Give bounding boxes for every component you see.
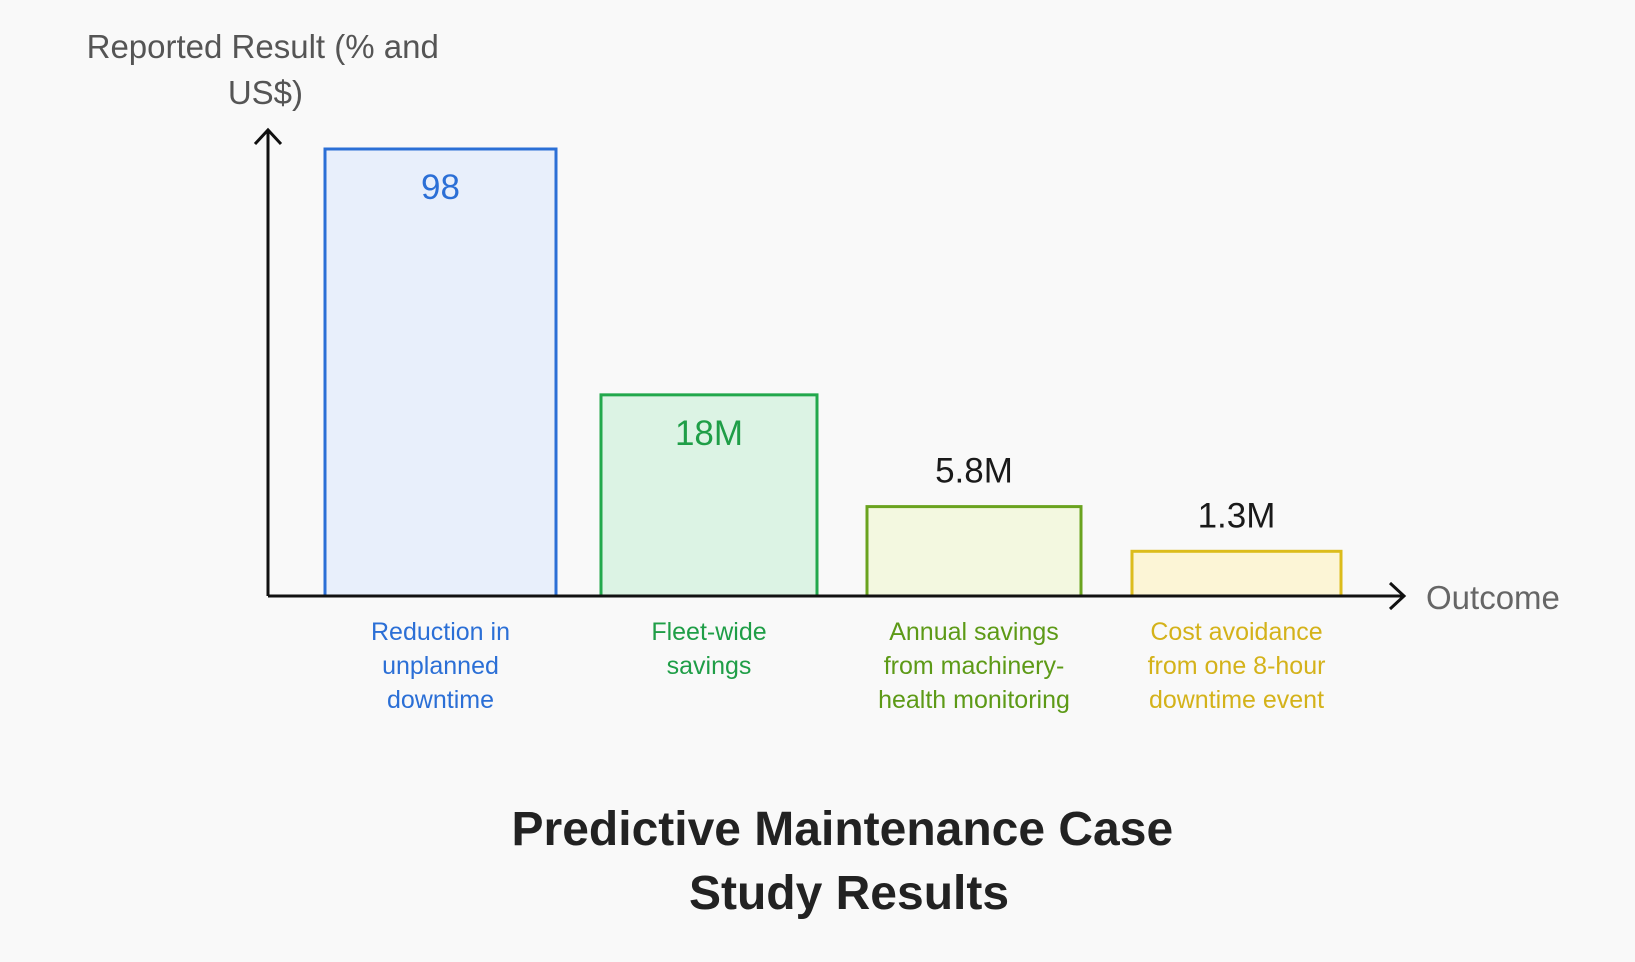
chart-title-line: Predictive Maintenance Case	[512, 803, 1174, 856]
value-labels-group: 98 18M 5.8M 1.3M	[421, 168, 1275, 535]
bar-value-label: 98	[421, 168, 460, 207]
category-label-line: Fleet-wide	[651, 618, 766, 646]
category-label: Fleet-wide savings	[651, 618, 766, 680]
bar-value-label: 5.8M	[935, 452, 1013, 491]
category-label: Cost avoidance from one 8-hour downtime ev…	[1148, 618, 1326, 714]
bar	[865, 505, 1083, 598]
category-labels-group: Reduction in unplanned downtime Fleet-wide s…	[371, 618, 1325, 714]
y-axis-arrowhead	[253, 127, 283, 146]
bar	[323, 147, 558, 598]
category-label-line: Annual savings	[889, 618, 1059, 646]
category-label-line: from one 8-hour	[1148, 652, 1326, 680]
chart-title-line: Study Results	[689, 867, 1009, 920]
bar	[599, 393, 819, 598]
category-label-line: savings	[667, 652, 752, 680]
x-axis-label: Outcome	[1426, 579, 1560, 616]
x-axis-arrowhead	[1388, 581, 1407, 611]
y-axis-label-line: US$)	[228, 74, 303, 111]
category-label: Reduction in unplanned downtime	[371, 618, 510, 714]
category-label-line: unplanned	[382, 652, 499, 680]
bar	[1130, 549, 1343, 598]
category-label-line: Cost avoidance	[1150, 618, 1322, 646]
bar-value-label: 1.3M	[1198, 496, 1276, 535]
y-axis-label-line: Reported Result (% and	[87, 28, 439, 65]
category-label: Annual savings from machinery-health moni…	[878, 618, 1070, 714]
category-label-line: from machinery-	[884, 652, 1065, 680]
bars-group	[323, 147, 1343, 598]
chart-title: Predictive Maintenance Case Study Result…	[512, 803, 1187, 920]
category-label-line: health monitoring	[878, 686, 1070, 714]
y-axis-label: Reported Result (% and US$)	[87, 28, 448, 111]
category-label-line: downtime	[387, 686, 494, 714]
bar-value-label: 18M	[675, 414, 743, 453]
category-label-line: Reduction in	[371, 618, 510, 646]
category-label-line: downtime event	[1149, 686, 1324, 714]
